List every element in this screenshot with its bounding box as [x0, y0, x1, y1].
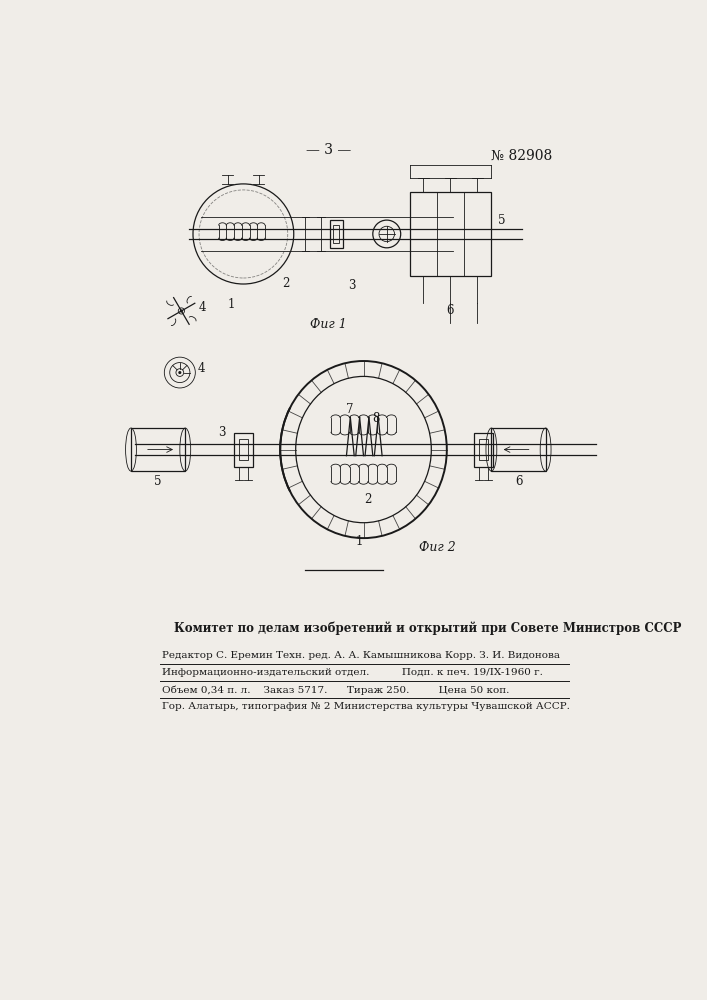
Circle shape	[180, 309, 183, 312]
Bar	[333, 225, 339, 243]
Text: — 3 —: — 3 —	[306, 143, 351, 157]
Text: 3: 3	[348, 279, 356, 292]
Text: 6: 6	[515, 475, 522, 488]
Text: 7: 7	[346, 403, 354, 416]
Text: Гор. Алатырь, типография № 2 Министерства культуры Чувашской АССР.: Гор. Алатырь, типография № 2 Министерств…	[162, 702, 570, 711]
Bar	[131, 428, 185, 471]
Text: 8: 8	[372, 412, 380, 425]
Bar	[410, 192, 491, 276]
Text: 3: 3	[218, 426, 226, 439]
Text: Фиг 2: Фиг 2	[419, 541, 455, 554]
Circle shape	[178, 371, 182, 374]
Text: 5: 5	[498, 214, 505, 227]
Text: № 82908: № 82908	[491, 149, 553, 163]
Text: 2: 2	[282, 277, 290, 290]
Text: 4: 4	[198, 362, 205, 375]
Bar	[479, 439, 489, 460]
Bar	[239, 439, 248, 460]
Text: Информационно-издательский отдел.          Подп. к печ. 19/IX-1960 г.: Информационно-издательский отдел. Подп. …	[162, 668, 543, 677]
Text: 1: 1	[356, 535, 363, 548]
Bar	[330, 220, 343, 248]
Text: Объем 0,34 п. л.    Заказ 5717.      Тираж 250.         Цена 50 коп.: Объем 0,34 п. л. Заказ 5717. Тираж 250. …	[162, 685, 509, 695]
Bar	[234, 433, 252, 466]
Text: Фиг 1: Фиг 1	[310, 318, 347, 331]
Bar	[474, 433, 493, 466]
Text: 1: 1	[228, 298, 235, 311]
Text: 6: 6	[447, 304, 454, 317]
Bar	[491, 428, 546, 471]
Text: 2: 2	[363, 493, 371, 506]
Text: 4: 4	[199, 301, 206, 314]
Text: Редактор С. Еремин Техн. ред. А. А. Камышникова Корр. З. И. Видонова: Редактор С. Еремин Техн. ред. А. А. Камы…	[162, 651, 560, 660]
Text: Комитет по делам изобретений и открытий при Совете Министров СССР: Комитет по делам изобретений и открытий …	[174, 621, 681, 635]
Text: 5: 5	[154, 475, 162, 488]
